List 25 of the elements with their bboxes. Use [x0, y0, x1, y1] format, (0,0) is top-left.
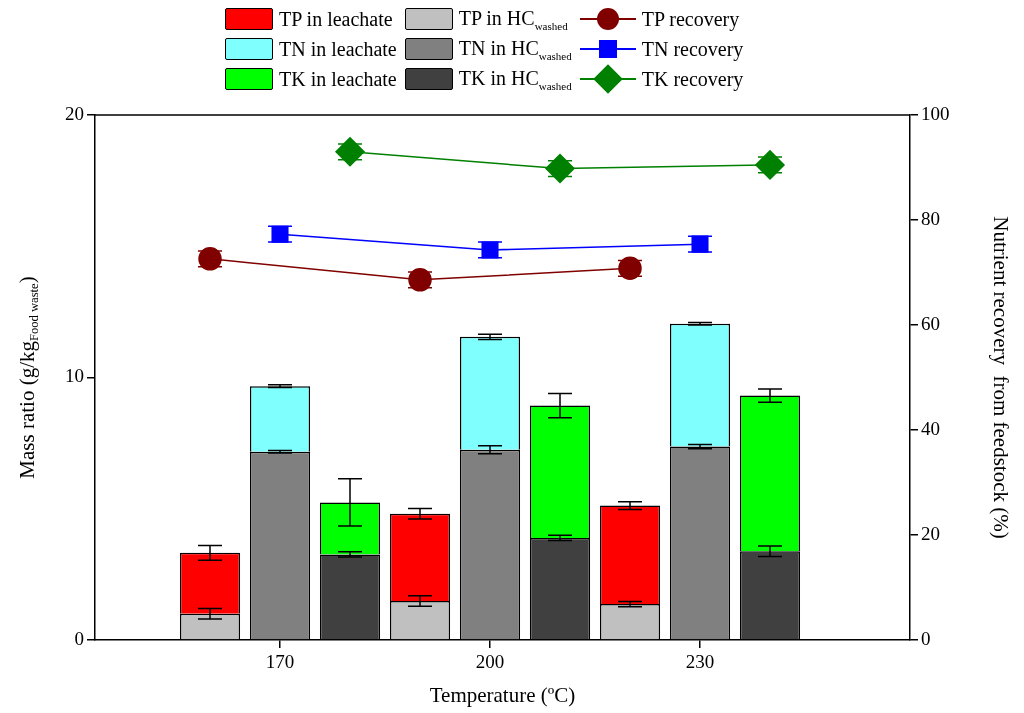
y-axis-title: Mass ratio (g/kgFood waste) [14, 276, 41, 479]
legend-label: TN recovery [641, 37, 744, 61]
y2-tick-label: 40 [921, 417, 940, 439]
y2-tick-label: 60 [921, 312, 940, 334]
y-tick-label: 20 [65, 102, 84, 124]
legend-label: TK in leachate [279, 67, 397, 91]
y-tick-label: 0 [74, 627, 84, 649]
x-tick-label: 200 [475, 651, 505, 673]
y2-axis-title: Nutrient recovery from feedstock (%) [989, 216, 1014, 539]
y2-tick-label: 0 [921, 627, 931, 649]
point [545, 153, 575, 184]
x-axis-title: Temperature (ºC) [429, 682, 576, 707]
legend-label: TP in leachate [279, 7, 393, 31]
y-tick-label: 10 [65, 365, 84, 387]
legend-label: TN in leachate [279, 37, 397, 61]
x-tick-label: 170 [265, 651, 295, 673]
y2-tick-label: 100 [921, 102, 950, 124]
legend-label: TN in HC$_{washed}$ [458, 36, 572, 62]
legend-label: TP in HC$_{washed}$ [458, 6, 568, 32]
legend-label: TK recovery [641, 67, 744, 91]
y2-tick-label: 20 [921, 522, 940, 544]
x-tick-label: 230 [685, 651, 715, 673]
y2-tick-label: 80 [921, 207, 940, 229]
legend-label: TK in HC$_{washed}$ [458, 66, 572, 92]
legend-label: TP recovery [641, 7, 740, 31]
